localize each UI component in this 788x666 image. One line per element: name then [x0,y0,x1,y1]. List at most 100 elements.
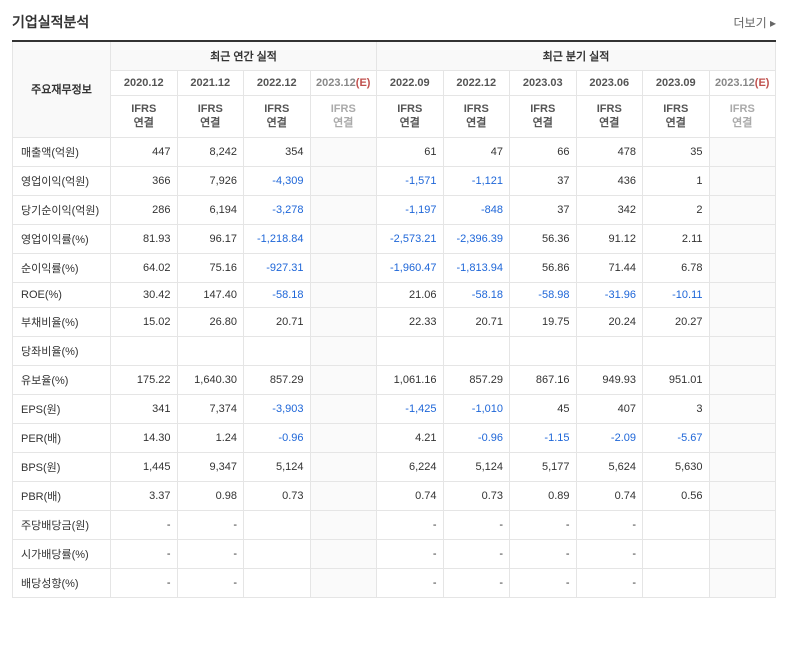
cell: 3 [643,394,710,423]
row-label: PBR(배) [13,481,111,510]
cell: 45 [510,394,577,423]
cell: -1,218.84 [244,224,311,253]
cell: 0.73 [244,481,311,510]
cell: 81.93 [111,224,178,253]
more-link[interactable]: 더보기 ▸ [734,14,777,31]
cell: - [177,568,244,597]
row-label: 영업이익(억원) [13,166,111,195]
period-q1: 2022.12 [443,71,510,96]
cell: 1,445 [111,452,178,481]
period-a0: 2020.12 [111,71,178,96]
table-row: 시가배당률(%)------ [13,539,776,568]
cell [709,510,776,539]
cell: 407 [576,394,643,423]
cell: 61 [377,137,444,166]
cell [643,336,710,365]
cell: -3,903 [244,394,311,423]
row-label: 당기순이익(억원) [13,195,111,224]
cell: 71.44 [576,253,643,282]
cell: -2,396.39 [443,224,510,253]
cell [709,253,776,282]
financial-table: 주요재무정보 최근 연간 실적 최근 분기 실적 2020.12 2021.12… [12,40,776,598]
ifrs-q5: IFRS연결 [709,96,776,138]
table-row: 유보율(%)175.221,640.30857.291,061.16857.29… [13,365,776,394]
cell: 1 [643,166,710,195]
cell [576,336,643,365]
cell: 286 [111,195,178,224]
cell: 21.06 [377,282,444,307]
row-label: 당좌비율(%) [13,336,111,365]
cell [244,336,311,365]
cell: 75.16 [177,253,244,282]
cell: 1,640.30 [177,365,244,394]
cell: -1,197 [377,195,444,224]
ifrs-q4: IFRS연결 [643,96,710,138]
cell: - [177,510,244,539]
row-label: 배당성향(%) [13,568,111,597]
row-label: 주당배당금(원) [13,510,111,539]
cell: 2 [643,195,710,224]
period-q0: 2022.09 [377,71,444,96]
cell: - [377,539,444,568]
cell: - [576,539,643,568]
cell: 5,124 [443,452,510,481]
cell: 0.73 [443,481,510,510]
cell: -848 [443,195,510,224]
cell: -1,960.47 [377,253,444,282]
cell: 30.42 [111,282,178,307]
cell [310,166,377,195]
period-q4: 2023.09 [643,71,710,96]
cell: -58.18 [244,282,311,307]
table-row: ROE(%)30.42147.40-58.1821.06-58.18-58.98… [13,282,776,307]
cell: -2,573.21 [377,224,444,253]
cell: -10.11 [643,282,710,307]
period-q3: 2023.06 [576,71,643,96]
cell: 5,177 [510,452,577,481]
cell [709,365,776,394]
cell [709,336,776,365]
cell: 56.36 [510,224,577,253]
group-quarter-header: 최근 분기 실적 [377,41,776,71]
cell: 949.93 [576,365,643,394]
row-label: ROE(%) [13,282,111,307]
cell [709,307,776,336]
cell: 20.71 [443,307,510,336]
cell [510,336,577,365]
cell [377,336,444,365]
cell [443,336,510,365]
cell: -58.98 [510,282,577,307]
cell: 354 [244,137,311,166]
row-label: 부채비율(%) [13,307,111,336]
cell: - [111,539,178,568]
cell [643,539,710,568]
cell [310,568,377,597]
table-row: PER(배)14.301.24-0.964.21-0.96-1.15-2.09-… [13,423,776,452]
cell [709,452,776,481]
cell: 478 [576,137,643,166]
cell: -1,010 [443,394,510,423]
cell [709,394,776,423]
cell: - [443,568,510,597]
ifrs-q2: IFRS연결 [510,96,577,138]
row-label: EPS(원) [13,394,111,423]
cell: 175.22 [111,365,178,394]
cell: 9,347 [177,452,244,481]
table-row: 당좌비율(%) [13,336,776,365]
table-row: 당기순이익(억원)2866,194-3,278-1,197-848373422 [13,195,776,224]
cell: 26.80 [177,307,244,336]
cell: 20.71 [244,307,311,336]
ifrs-q3: IFRS연결 [576,96,643,138]
period-a1: 2021.12 [177,71,244,96]
cell: - [443,539,510,568]
row-label: 유보율(%) [13,365,111,394]
table-row: 영업이익률(%)81.9396.17-1,218.84-2,573.21-2,3… [13,224,776,253]
cell: 37 [510,195,577,224]
table-row: 배당성향(%)------ [13,568,776,597]
table-row: 순이익률(%)64.0275.16-927.31-1,960.47-1,813.… [13,253,776,282]
cell: - [111,568,178,597]
row-label: 순이익률(%) [13,253,111,282]
cell [310,253,377,282]
period-a2: 2022.12 [244,71,311,96]
period-q2: 2023.03 [510,71,577,96]
ifrs-a3: IFRS연결 [310,96,377,138]
